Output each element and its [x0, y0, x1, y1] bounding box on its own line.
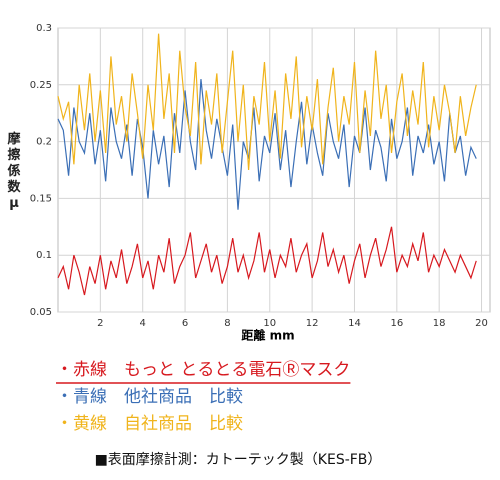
x-tick-label: 12	[306, 318, 319, 329]
note: ■表面摩擦計測：カトーテック製（KES-FB）	[95, 451, 382, 468]
y-tick-label: 0.1	[36, 250, 52, 261]
plot-area	[57, 27, 491, 313]
y-axis-label: 摩擦係数μ	[7, 132, 21, 211]
x-axis-label: 距離 mm	[241, 328, 294, 343]
x-tick-label: 20	[475, 318, 488, 329]
legend-label: ・青線 他社商品 比較	[56, 387, 243, 407]
legend-label: ・黄線 自社商品 比較	[56, 414, 243, 434]
x-tick-label: 10	[263, 318, 276, 329]
x-tick-label: 8	[224, 318, 230, 329]
y-tick-label: 0.15	[30, 193, 52, 204]
series-line	[57, 33, 477, 171]
y-tick-label: 0.05	[30, 307, 52, 318]
x-tick-label: 14	[348, 318, 361, 329]
x-tick-label: 2	[97, 318, 103, 329]
x-tick-label: 18	[433, 318, 446, 329]
series-line	[57, 226, 477, 296]
x-tick-label: 4	[140, 318, 146, 329]
y-tick-label: 0.25	[30, 80, 52, 91]
y-tick-label: 0.2	[36, 137, 52, 148]
x-tick-label: 16	[390, 318, 403, 329]
legend-label: ・赤線 もっと とるとる電石Ⓡマスク	[56, 360, 350, 380]
x-tick-label: 6	[182, 318, 188, 329]
y-tick-label: 0.3	[36, 23, 52, 34]
